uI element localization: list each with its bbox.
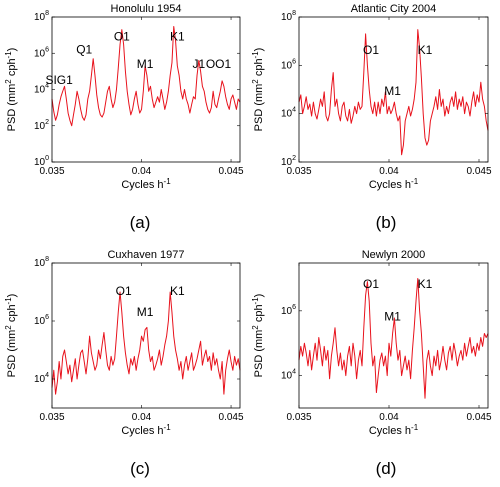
- x-tick-label: 0.045: [466, 166, 491, 177]
- x-tick-label: 0.04: [379, 166, 399, 177]
- y-tick-label: 104: [34, 83, 49, 96]
- y-tick-label: 102: [34, 119, 49, 132]
- peak-label: M1: [384, 84, 401, 98]
- panel-newlyn: 0.035 0.04 0.045 104 106 Newlyn 2000 Cycles h-…: [251, 249, 492, 437]
- peak-label: Q1: [76, 42, 92, 56]
- plot-frame: [51, 262, 241, 409]
- x-axis-label: Cycles h-1: [121, 423, 171, 437]
- y-tick-label: 104: [34, 372, 49, 385]
- chart-title: Atlantic City 2004: [351, 3, 437, 15]
- y-tick-label: 102: [281, 155, 296, 168]
- plot-frame: [51, 16, 241, 163]
- plot-frame: [298, 262, 489, 409]
- peak-label: O1: [114, 30, 130, 44]
- psd-series-line: [298, 29, 489, 156]
- x-tick-label: 0.04: [132, 412, 152, 423]
- panel-letter-d: (d): [376, 459, 397, 478]
- panel-letter-a: (a): [130, 213, 151, 232]
- y-tick-label: 108: [34, 10, 49, 23]
- y-tick-label: 106: [34, 46, 49, 59]
- y-tick-label: 104: [281, 107, 296, 120]
- panel-letter-b: (b): [376, 213, 397, 232]
- chart-title: Newlyn 2000: [362, 249, 426, 261]
- x-tick-label: 0.035: [286, 412, 311, 423]
- x-axis-label: Cycles h-1: [369, 423, 419, 437]
- y-tick-label: 106: [281, 58, 296, 71]
- peak-label: K1: [170, 30, 185, 44]
- panel-atlantic-city: 0.035 0.04 0.045 102 104 106 108 Atlantic City …: [251, 3, 492, 191]
- psd-series-line: [298, 277, 489, 399]
- x-tick-label: 0.04: [132, 166, 152, 177]
- x-tick-label: 0.035: [39, 166, 64, 177]
- panel-letter-c: (c): [130, 459, 150, 478]
- x-axis-label: Cycles h-1: [121, 177, 171, 191]
- peak-label: K1: [418, 43, 433, 57]
- y-tick-label: 104: [281, 369, 296, 382]
- x-tick-label: 0.035: [39, 412, 64, 423]
- peak-label: O1: [363, 43, 379, 57]
- peak-label: M1: [137, 305, 154, 319]
- y-tick-label: 108: [281, 10, 296, 23]
- y-tick-label: 106: [34, 314, 49, 327]
- y-axis-label: PSD (mm2 cph-1): [251, 48, 265, 132]
- x-tick-label: 0.04: [379, 412, 399, 423]
- peak-label: K1: [170, 284, 185, 298]
- y-tick-label: 106: [281, 304, 296, 317]
- x-tick-label: 0.045: [219, 412, 244, 423]
- panel-cuxhaven: 0.035 0.04 0.045 104 106 108 Cuxhaven 1977 Cycl…: [4, 249, 244, 437]
- peak-label: O1: [116, 284, 132, 298]
- x-tick-label: 0.045: [219, 166, 244, 177]
- peak-label: M1: [137, 57, 154, 71]
- peak-label: M1: [384, 310, 401, 324]
- x-tick-label: 0.045: [466, 412, 491, 423]
- psd-series-line: [51, 291, 241, 395]
- y-axis-label: PSD (mm2 cph-1): [4, 48, 18, 132]
- peak-label: O1: [363, 277, 379, 291]
- y-tick-label: 100: [34, 155, 49, 168]
- peak-label: SIG1: [45, 73, 73, 87]
- peak-label: OO1: [206, 57, 232, 71]
- chart-title: Cuxhaven 1977: [107, 249, 184, 261]
- psd-series-line: [51, 25, 241, 127]
- peak-label: K1: [418, 277, 433, 291]
- x-axis-label: Cycles h-1: [369, 177, 419, 191]
- y-tick-label: 108: [34, 256, 49, 269]
- peak-label: J1: [192, 57, 205, 71]
- chart-title: Honolulu 1954: [111, 3, 182, 15]
- panel-honolulu: 0.035 0.04 0.045 100 102 104 106 108 Honolulu 19…: [4, 3, 244, 191]
- x-tick-label: 0.035: [286, 166, 311, 177]
- plot-frame: [298, 16, 489, 163]
- y-axis-label: PSD (mm2 cph-1): [251, 294, 265, 378]
- y-axis-label: PSD (mm2 cph-1): [4, 294, 18, 378]
